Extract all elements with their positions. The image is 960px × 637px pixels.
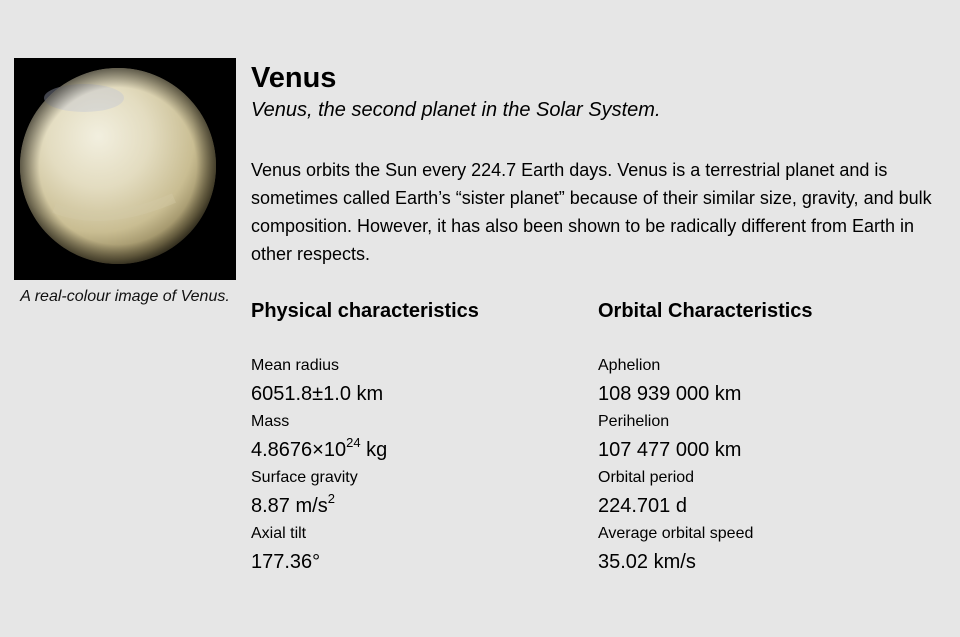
stat-value-axial-tilt: 177.36° xyxy=(251,551,321,573)
stat-value-perihelion: 107 477 000 km xyxy=(598,439,742,461)
stat-label-mass: Mass xyxy=(251,413,290,430)
stat-label-mean-radius: Mean radius xyxy=(251,357,340,374)
orbital-stats-list: Aphelion 108 939 000 km Perihelion 107 4… xyxy=(598,352,918,576)
mass-base: 4.8676×10 xyxy=(251,439,347,461)
stat-label-axial-tilt: Axial tilt xyxy=(251,525,307,542)
physical-characteristics-heading: Physical characteristics xyxy=(251,300,479,322)
page-title: Venus xyxy=(251,62,337,94)
stat-label-orbital-period: Orbital period xyxy=(598,469,695,486)
stat-value-mass: 4.8676×1024 kg xyxy=(251,436,571,464)
stat-value-average-orbital-speed: 35.02 km/s xyxy=(598,551,696,573)
stat-label-aphelion: Aphelion xyxy=(598,357,661,374)
page-subtitle: Venus, the second planet in the Solar Sy… xyxy=(251,99,661,121)
gravity-base: 8.87 m/s xyxy=(251,495,328,517)
stat-label-perihelion: Perihelion xyxy=(598,413,670,430)
stat-label-surface-gravity: Surface gravity xyxy=(251,469,358,486)
article-header: Venus Venus, the second planet in the So… xyxy=(251,60,951,264)
stat-value-surface-gravity: 8.87 m/s2 xyxy=(251,492,571,520)
mass-exponent: 24 xyxy=(346,435,361,451)
mass-unit: kg xyxy=(360,439,388,461)
orbital-characteristics-heading: Orbital Characteristics xyxy=(598,300,813,322)
stat-value-mean-radius: 6051.8±1.0 km xyxy=(251,383,384,405)
image-caption: A real-colour image of Venus. xyxy=(20,288,230,305)
physical-characteristics-section: Physical characteristics Mean radius 605… xyxy=(251,296,551,573)
planet-description: Venus orbits the Sun every 224.7 Earth d… xyxy=(251,160,932,264)
planet-figure: A real-colour image of Venus. xyxy=(14,58,236,311)
stat-value-aphelion: 108 939 000 km xyxy=(598,383,742,405)
venus-image xyxy=(14,58,236,280)
stat-label-average-orbital-speed: Average orbital speed xyxy=(598,525,754,542)
orbital-characteristics-section: Orbital Characteristics Aphelion 108 939… xyxy=(598,296,898,573)
gravity-exponent: 2 xyxy=(327,491,335,507)
stat-value-orbital-period: 224.701 d xyxy=(598,495,687,517)
physical-stats-list: Mean radius 6051.8±1.0 km Mass 4.8676×10… xyxy=(251,352,571,576)
